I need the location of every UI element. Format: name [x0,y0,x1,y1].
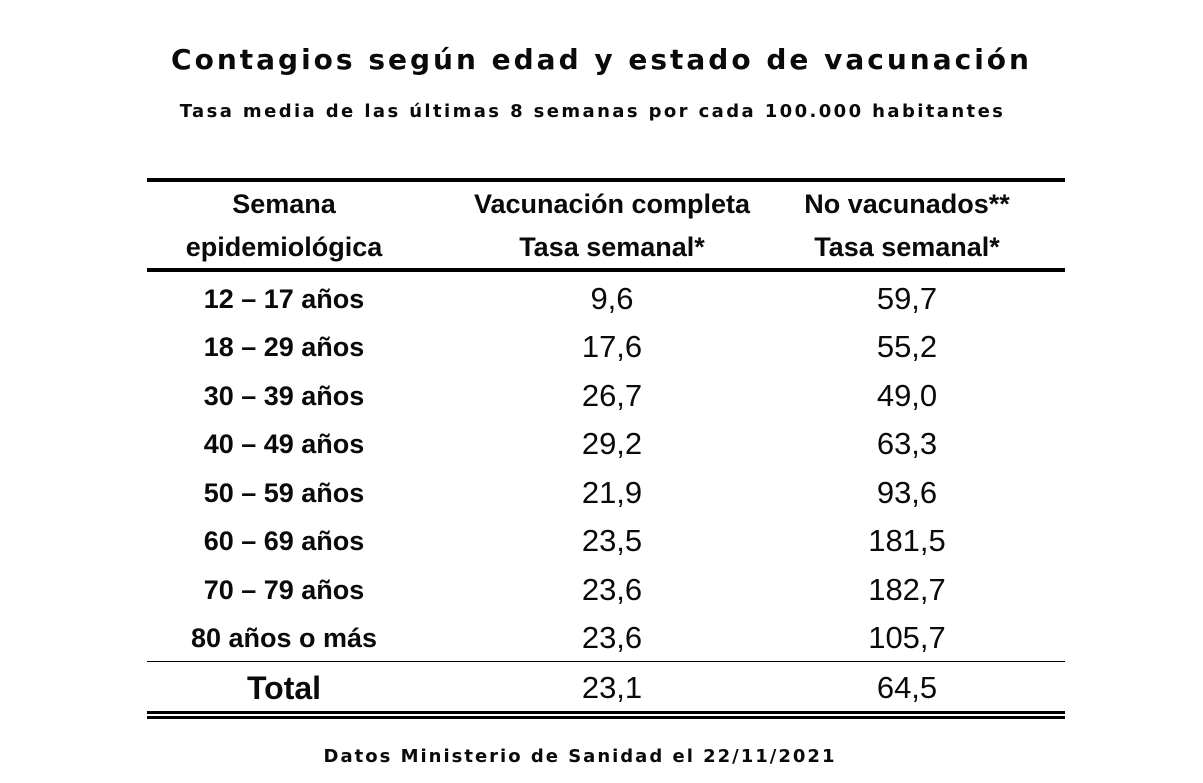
column-header-vaccinated: Vacunación completa Tasa semanal* [452,183,772,269]
column-header-line: epidemiológica [185,232,383,262]
unvaccinated-rate-cell: 182,7 [868,572,946,607]
table-row: 30 – 39 años 26,7 49,0 [0,372,1203,420]
chart-title: Contagios según edad y estado de vacunac… [171,43,1032,76]
vaccinated-rate-cell: 17,6 [581,329,643,364]
table-row: 18 – 29 años 17,6 55,2 [0,323,1203,371]
column-header-line: No vacunados** [804,189,1010,219]
column-header-unvaccinated: No vacunados** Tasa semanal* [747,183,1067,269]
column-header-week: Semana epidemiológica [124,183,444,269]
unvaccinated-rate-cell: 181,5 [868,523,946,558]
table-row: 50 – 59 años 21,9 93,6 [0,469,1203,517]
table-row: 70 – 79 años 23,6 182,7 [0,566,1203,614]
age-group-cell: 50 – 59 años [203,478,365,508]
unvaccinated-rate-cell: 49,0 [876,378,938,413]
vaccinated-rate-cell: 23,6 [581,572,643,607]
table-top-rule [147,178,1065,182]
vaccinated-rate-cell: 26,7 [581,378,643,413]
age-group-cell: 70 – 79 años [203,575,365,605]
unvaccinated-rate-cell: 105,7 [868,620,946,655]
table-row: 80 años o más 23,6 105,7 [0,614,1203,662]
table-bottom-rule [147,711,1065,714]
column-header-line: Tasa semanal* [519,232,705,262]
age-group-cell: 80 años o más [190,623,378,653]
table-bottom-rule-second [147,716,1065,719]
total-label-cell: Total [246,670,322,706]
header-bottom-rule [147,268,1065,272]
unvaccinated-rate-cell: 63,3 [876,426,938,461]
column-header-line: Semana [232,189,336,219]
age-group-cell: 18 – 29 años [203,332,365,362]
table-row: 12 – 17 años 9,6 59,7 [0,275,1203,323]
total-row: Total 23,1 64,5 [0,664,1203,712]
age-group-cell: 60 – 69 años [203,526,365,556]
unvaccinated-rate-cell: 59,7 [876,281,938,316]
unvaccinated-rate-cell: 93,6 [876,475,938,510]
total-vaccinated-cell: 23,1 [581,670,643,705]
vaccinated-rate-cell: 29,2 [581,426,643,461]
age-group-cell: 40 – 49 años [203,429,365,459]
column-header-line: Vacunación completa [473,189,751,219]
table-row: 40 – 49 años 29,2 63,3 [0,420,1203,468]
unvaccinated-rate-cell: 55,2 [876,329,938,364]
vaccinated-rate-cell: 9,6 [590,281,634,316]
vaccinated-rate-cell: 23,5 [581,523,643,558]
source-note: Datos Ministerio de Sanidad el 22/11/202… [323,746,837,767]
total-separator-rule [147,661,1065,662]
vaccinated-rate-cell: 21,9 [581,475,643,510]
vaccinated-rate-cell: 23,6 [581,620,643,655]
column-header-line: Tasa semanal* [814,232,1000,262]
age-group-cell: 30 – 39 años [203,381,365,411]
age-group-cell: 12 – 17 años [203,284,365,314]
total-unvaccinated-cell: 64,5 [876,670,938,705]
table-row: 60 – 69 años 23,5 181,5 [0,517,1203,565]
chart-subtitle: Tasa media de las últimas 8 semanas por … [179,101,1006,122]
